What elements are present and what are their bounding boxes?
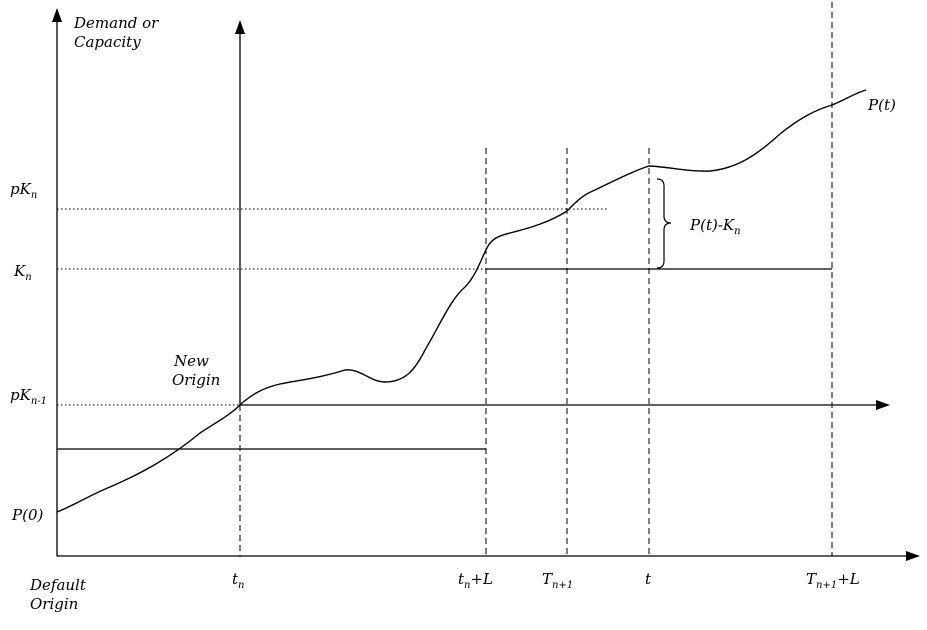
new-origin-label: New Origin bbox=[172, 352, 221, 389]
gap-brace bbox=[656, 178, 672, 269]
Tn1L-label: Tn+1+L bbox=[806, 570, 860, 591]
Kn-label: Kn bbox=[14, 262, 32, 283]
y-axis-label: Demand or Capacity bbox=[74, 14, 159, 51]
tnL-label: tn+L bbox=[458, 570, 494, 591]
gap-label: P(t)-Kn bbox=[690, 216, 741, 237]
tn-label: tn bbox=[232, 570, 245, 591]
pKn-label: pKn bbox=[10, 180, 38, 201]
default-origin-label: Default Origin bbox=[30, 576, 86, 613]
curve-label: P(t) bbox=[868, 96, 896, 114]
Tn1-label: Tn+1 bbox=[542, 570, 574, 591]
P0-label: P(0) bbox=[12, 506, 44, 524]
pKn1-label: pKn-1 bbox=[10, 386, 47, 407]
t-label: t bbox=[645, 570, 652, 588]
demand-curve bbox=[56, 89, 867, 513]
